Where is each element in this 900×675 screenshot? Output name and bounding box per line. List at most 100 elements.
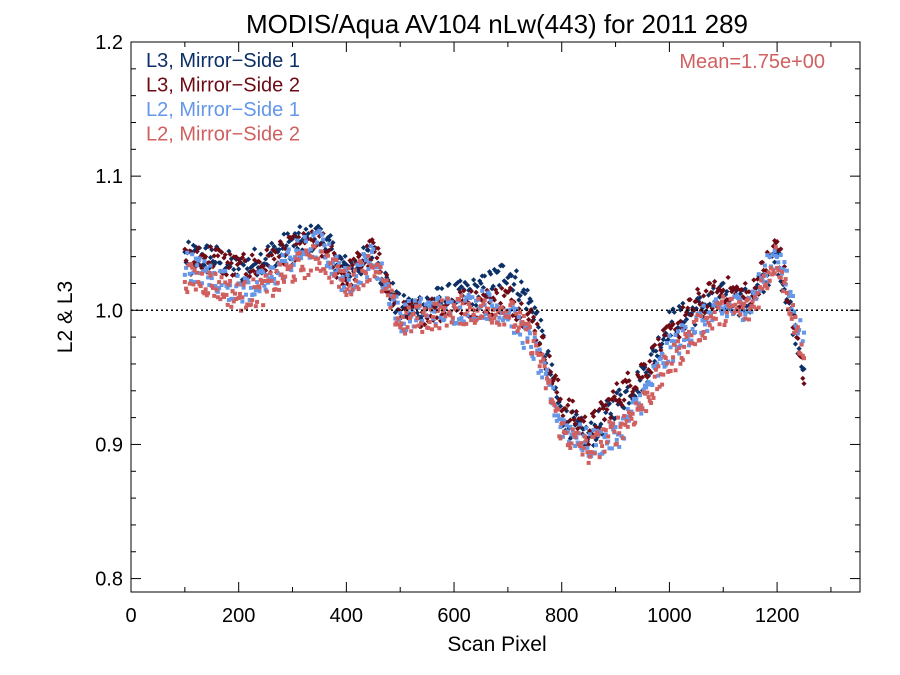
data-point [688, 312, 695, 318]
data-point [702, 310, 708, 316]
data-point [293, 241, 299, 247]
data-point [334, 258, 339, 263]
data-point [395, 300, 400, 305]
data-point [422, 307, 427, 312]
data-point [416, 305, 421, 310]
data-point [559, 417, 564, 422]
data-point [317, 261, 322, 266]
data-point [686, 343, 691, 348]
data-point [480, 284, 487, 291]
data-point [359, 280, 364, 285]
data-point [602, 435, 607, 440]
data-point [323, 271, 328, 276]
data-point [494, 303, 499, 308]
data-point [750, 293, 756, 299]
data-point [279, 259, 284, 264]
data-point [790, 294, 795, 299]
data-point [608, 411, 614, 417]
data-point [270, 247, 276, 253]
data-point [772, 259, 778, 265]
data-point [568, 434, 575, 440]
data-point [190, 265, 195, 270]
data-point [720, 280, 726, 286]
data-point [668, 345, 673, 350]
data-point [297, 251, 302, 256]
data-point [277, 287, 282, 292]
data-point [543, 371, 548, 376]
data-point [242, 258, 248, 264]
legend: L3, Mirror−Side 1L3, Mirror−Side 2L2, Mi… [146, 50, 300, 146]
data-point [495, 268, 501, 274]
data-point [477, 316, 482, 321]
data-point [197, 256, 202, 261]
data-point [473, 289, 479, 295]
data-point [326, 237, 332, 243]
data-point [295, 238, 300, 243]
data-point [461, 288, 467, 294]
data-point [741, 295, 747, 301]
data-point [244, 305, 249, 310]
data-point [382, 270, 389, 276]
data-point [700, 318, 705, 323]
data-point [412, 324, 417, 329]
data-point [587, 454, 592, 459]
data-point [395, 316, 400, 321]
data-point [567, 417, 573, 423]
data-point [215, 253, 221, 259]
data-point [245, 277, 250, 282]
data-point [720, 287, 726, 293]
data-point [300, 230, 307, 237]
data-point [244, 292, 249, 297]
data-point [595, 430, 600, 435]
data-point [371, 247, 376, 252]
data-point [219, 275, 224, 280]
data-point [343, 278, 349, 284]
data-point [237, 259, 243, 266]
data-point [701, 329, 706, 334]
data-point [709, 314, 714, 319]
data-point [644, 374, 650, 380]
data-point [620, 379, 626, 385]
data-point [621, 397, 627, 403]
x-tick-label: 1000 [647, 605, 692, 627]
data-point [513, 309, 518, 314]
data-point [280, 242, 286, 249]
data-point [223, 272, 230, 278]
data-point [291, 274, 296, 279]
data-point [796, 345, 802, 352]
data-point [264, 247, 270, 253]
data-point [458, 284, 464, 290]
data-point [449, 300, 454, 305]
data-point [573, 411, 580, 418]
data-point [549, 381, 555, 387]
data-point [450, 315, 455, 320]
data-point [524, 327, 529, 332]
y-axis-label: L2 & L3 [54, 281, 77, 353]
data-point [333, 272, 338, 277]
data-point [794, 328, 799, 333]
data-point [526, 327, 531, 332]
data-point [537, 347, 542, 352]
data-point [603, 432, 608, 437]
data-point [452, 303, 457, 308]
data-point [339, 288, 344, 293]
data-point [596, 432, 601, 437]
data-point [296, 230, 302, 236]
data-point [364, 243, 370, 249]
data-point [288, 235, 294, 241]
data-point [616, 397, 622, 403]
data-point [458, 321, 463, 326]
data-point [493, 312, 498, 317]
data-point [310, 238, 316, 244]
data-point [508, 273, 515, 279]
legend-entry: L3, Mirror−Side 2 [146, 75, 300, 97]
data-point [619, 421, 624, 426]
data-point [527, 296, 533, 302]
data-point [798, 364, 805, 370]
data-point [372, 274, 377, 279]
data-point [670, 321, 676, 327]
data-point [261, 270, 266, 275]
data-point [327, 275, 332, 280]
data-point [478, 280, 484, 286]
